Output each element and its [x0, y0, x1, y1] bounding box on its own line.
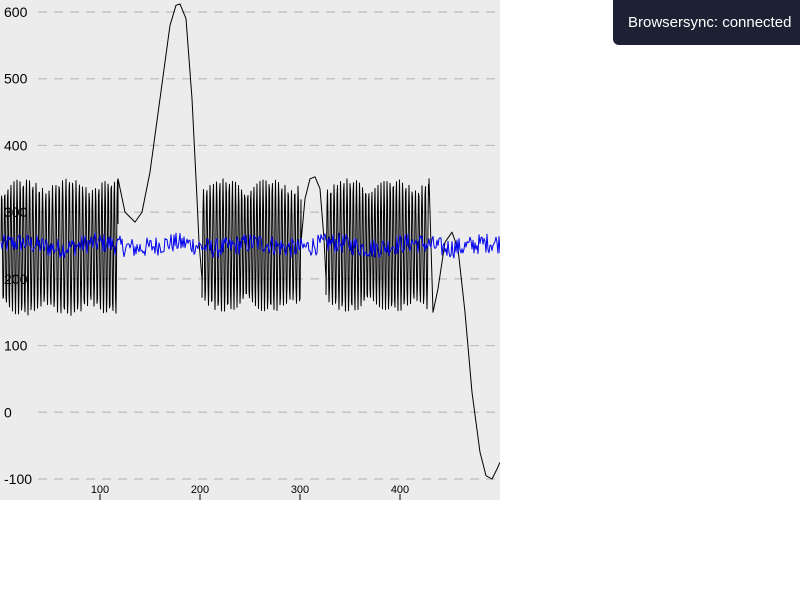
y-tick-label: 400: [4, 137, 28, 153]
y-tick-label: -100: [4, 471, 32, 487]
series-lines: [0, 3, 500, 480]
series-line-black: [0, 3, 500, 480]
toast-text: Browsersync: connected: [628, 14, 792, 31]
browsersync-toast: Browsersync: connected: [613, 0, 800, 45]
x-tick-label: 300: [291, 484, 309, 496]
y-tick-label: 600: [4, 4, 28, 20]
x-tick-label: 200: [191, 484, 209, 496]
x-tick-label: 400: [391, 484, 409, 496]
y-tick-label: 0: [4, 404, 12, 420]
x-axis: 100 200 300 400: [91, 484, 409, 500]
x-tick-label: 100: [91, 484, 109, 496]
series-line-blue: [0, 232, 500, 259]
y-tick-label: 500: [4, 71, 28, 87]
y-tick-label: 100: [4, 338, 28, 354]
line-chart: -100 0 100 200 300 400 500 600 100 200 300 400: [0, 0, 500, 500]
